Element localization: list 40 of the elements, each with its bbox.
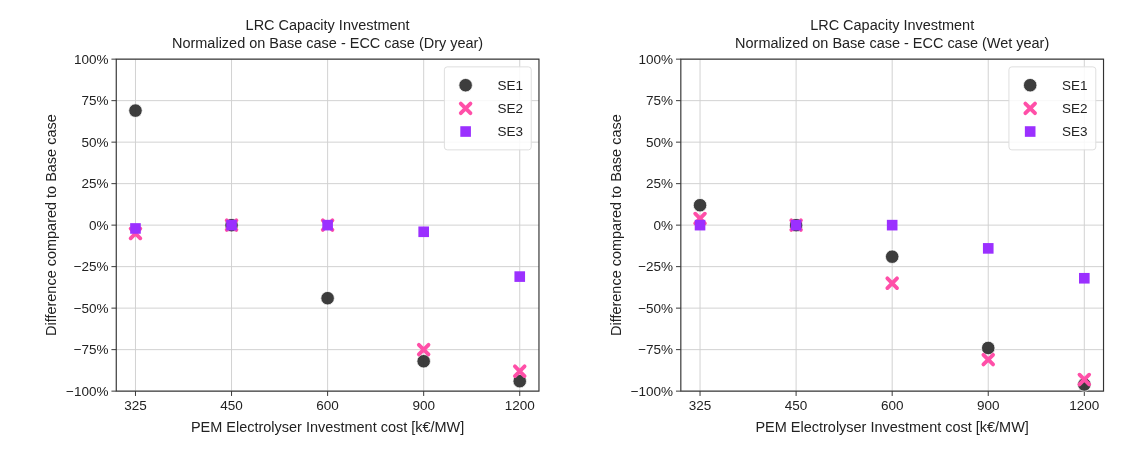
x-tick-label: 900 [412,398,435,414]
x-tick-label: 450 [784,398,808,414]
y-tick-label: −50% [73,300,109,316]
y-axis-title: Difference compared to Base case [607,114,624,336]
x-tick-label: 1200 [504,398,535,414]
y-tick-label: 100% [638,51,674,67]
y-tick-label: −25% [638,259,674,275]
legend-label: SE1 [497,77,523,93]
y-tick-label: −100% [630,383,674,399]
y-tick-label: 75% [81,93,109,109]
y-tick-label: −75% [73,342,109,358]
x-tick-label: 325 [688,398,712,414]
x-axis-title: PEM Electrolyser Investment cost [k€/MW] [190,418,465,435]
x-tick-label: 1200 [1069,398,1100,414]
x-tick-label: 450 [220,398,243,414]
y-tick-label: −100% [66,383,109,399]
legend-label: SE2 [1062,101,1088,117]
legend-label: SE3 [1062,124,1088,140]
y-tick-label: 100% [74,51,109,67]
x-axis-title: PEM Electrolyser Investment cost [k€/MW] [755,418,1029,435]
y-tick-label: 75% [646,93,674,109]
x-tick-label: 900 [976,398,1000,414]
y-tick-label: 0% [89,217,109,233]
legend-label: SE1 [1062,77,1088,93]
x-tick-label: 600 [880,398,904,414]
y-tick-label: 25% [81,176,109,192]
x-tick-label: 600 [316,398,339,414]
legend-label: SE2 [497,101,523,117]
chart-title: LRC Capacity Investment Normalized on Base case - ECC case (Dry year) [172,17,484,51]
y-tick-label: 25% [646,176,674,192]
y-tick-label: −50% [638,300,674,316]
y-axis-title: Difference compared to Base case [43,114,60,336]
y-tick-label: 0% [653,217,674,233]
x-tick-label: 325 [124,398,147,414]
y-tick-label: 50% [81,134,109,150]
y-tick-label: −25% [73,259,109,275]
chart-title: LRC Capacity Investment Normalized on Base case - ECC case (Wet year) [735,17,1050,51]
y-tick-label: 50% [646,134,674,150]
legend-label: SE3 [497,124,523,140]
y-tick-label: −75% [638,342,674,358]
